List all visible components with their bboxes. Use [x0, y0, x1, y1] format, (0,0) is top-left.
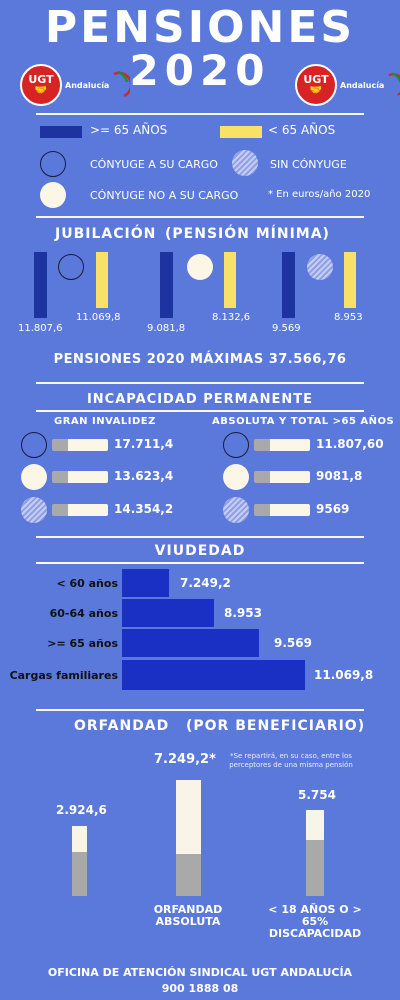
legend-conyuge-cargo: CÓNYUGE A SU CARGO	[90, 158, 218, 171]
gran-invalidez-value: 13.623,4	[114, 469, 174, 483]
ugt-logo-icon: UGT 🤝	[295, 64, 337, 106]
jubilacion-bar-ge65	[160, 252, 173, 318]
incapacidad-bar	[254, 471, 310, 483]
absoluta-value: 11.807,60	[316, 437, 384, 451]
jubilacion-bar-ge65	[282, 252, 295, 318]
orfandad-absoluta-value: 7.249,2*	[154, 752, 216, 767]
outline-circle-icon	[58, 254, 84, 280]
logo-text: UGT	[28, 73, 54, 86]
hatched-circle-icon	[223, 497, 249, 523]
viudedad-bar	[122, 660, 305, 690]
divider	[36, 536, 364, 538]
logo-text: UGT	[303, 73, 329, 86]
logo-region: Andalucía	[65, 80, 110, 90]
orfandad-note: *Se repartirá, en su caso, entre los per…	[229, 752, 353, 769]
andalucia-flag-icon	[113, 70, 131, 98]
title-line-1: PENSIONES	[44, 2, 356, 53]
ugt-logo-icon: UGT 🤝	[20, 64, 62, 106]
orfandad-value-3: 5.754	[298, 788, 336, 802]
orfandad-bar-2	[176, 780, 201, 896]
legend-conyuge-no-cargo: CÓNYUGE NO A SU CARGO	[90, 189, 239, 202]
viudedad-bar	[122, 569, 169, 597]
cream-circle-icon	[187, 254, 213, 280]
divider	[36, 709, 364, 711]
jubilacion-value-lt65: 11.069,8	[76, 312, 121, 323]
incapacidad-title: INCAPACIDAD PERMANENTE	[86, 392, 314, 407]
jubilacion-bar-lt65	[344, 252, 356, 308]
handshake-icon: 🤝	[34, 85, 48, 96]
gran-invalidez-title: GRAN INVALIDEZ	[54, 416, 156, 427]
viudedad-value: 9.569	[274, 636, 312, 650]
jubilacion-title: JUBILACIÓN	[55, 226, 157, 242]
viudedad-bar	[122, 599, 214, 627]
divider	[36, 113, 364, 115]
viudedad-label: 60-64 años	[49, 607, 118, 620]
legend-lt65: < 65 AÑOS	[268, 123, 336, 137]
divider	[36, 562, 364, 564]
gran-invalidez-value: 14.354,2	[114, 502, 174, 516]
title-line-2: 2020	[129, 46, 271, 95]
absoluta-total-title: ABSOLUTA Y TOTAL >65 AÑOS	[212, 416, 395, 427]
divider	[36, 216, 364, 218]
viudedad-value: 8.953	[224, 606, 262, 620]
orfandad-value-1: 2.924,6	[56, 803, 107, 817]
orfandad-title: ORFANDAD	[74, 718, 170, 734]
hatched-circle-icon	[21, 497, 47, 523]
cream-circle-icon	[223, 464, 249, 490]
cream-circle-icon	[21, 464, 47, 490]
viudedad-label: < 60 años	[56, 577, 118, 590]
hatched-circle-icon	[232, 150, 258, 176]
absoluta-value: 9569	[316, 502, 350, 516]
absoluta-value: 9081,8	[316, 469, 363, 483]
jubilacion-value-ge65: 9.081,8	[147, 323, 186, 334]
jubilacion-bar-lt65	[96, 252, 108, 308]
orfandad-absoluta-label: ORFANDAD ABSOLUTA	[153, 903, 223, 928]
incapacidad-bar	[52, 439, 108, 451]
viudedad-label: >= 65 años	[47, 637, 118, 650]
legend-ge65: >= 65 AÑOS	[90, 123, 168, 137]
footer-phone[interactable]: 900 1888 08	[161, 982, 239, 995]
logo-region: Andalucía	[340, 80, 385, 90]
pensiones-maximas: PENSIONES 2020 MÁXIMAS 37.566,76	[53, 352, 347, 367]
viudedad-bar	[122, 629, 259, 657]
incapacidad-bar	[254, 439, 310, 451]
legend-yellow-swatch	[220, 126, 262, 138]
andalucia-flag-icon	[388, 72, 400, 96]
jubilacion-bar-lt65	[224, 252, 236, 308]
orfandad-discapacidad-label: < 18 AÑOS O > 65% DISCAPACIDAD	[268, 903, 362, 940]
incapacidad-bar	[52, 504, 108, 516]
cream-circle-icon	[40, 182, 66, 208]
viudedad-value: 7.249,2	[180, 576, 231, 590]
jubilacion-value-lt65: 8.953	[334, 312, 363, 323]
legend-navy-swatch	[40, 126, 82, 138]
jubilacion-bar-ge65	[34, 252, 47, 318]
orfandad-bar-1	[72, 826, 87, 896]
divider	[36, 410, 364, 412]
incapacidad-bar	[254, 504, 310, 516]
viudedad-title: VIUDEDAD	[154, 543, 246, 559]
ugt-logo-right: UGT 🤝 Andalucía	[295, 64, 400, 106]
orfandad-bar-3	[306, 810, 324, 896]
ugt-logo-left: UGT 🤝 Andalucía	[20, 64, 131, 106]
divider	[36, 382, 364, 384]
gran-invalidez-value: 17.711,4	[114, 437, 174, 451]
jubilacion-value-lt65: 8.132,6	[212, 312, 251, 323]
hatched-circle-icon	[307, 254, 333, 280]
outline-circle-icon	[21, 432, 47, 458]
viudedad-value: 11.069,8	[314, 668, 374, 682]
jubilacion-value-ge65: 9.569	[272, 323, 301, 334]
outline-circle-icon	[40, 151, 66, 177]
legend-sin-conyuge: SIN CÓNYUGE	[270, 158, 347, 171]
viudedad-label: Cargas familiares	[9, 669, 118, 682]
handshake-icon: 🤝	[309, 85, 323, 96]
incapacidad-bar	[52, 471, 108, 483]
jubilacion-subtitle: (PENSIÓN MÍNIMA)	[165, 226, 330, 242]
orfandad-subtitle: (POR BENEFICIARIO)	[186, 718, 366, 734]
outline-circle-icon	[223, 432, 249, 458]
footer-office: OFICINA DE ATENCIÓN SINDICAL UGT ANDALUC…	[47, 966, 353, 979]
legend-note: * En euros/año 2020	[268, 189, 371, 200]
jubilacion-value-ge65: 11.807,6	[18, 323, 63, 334]
